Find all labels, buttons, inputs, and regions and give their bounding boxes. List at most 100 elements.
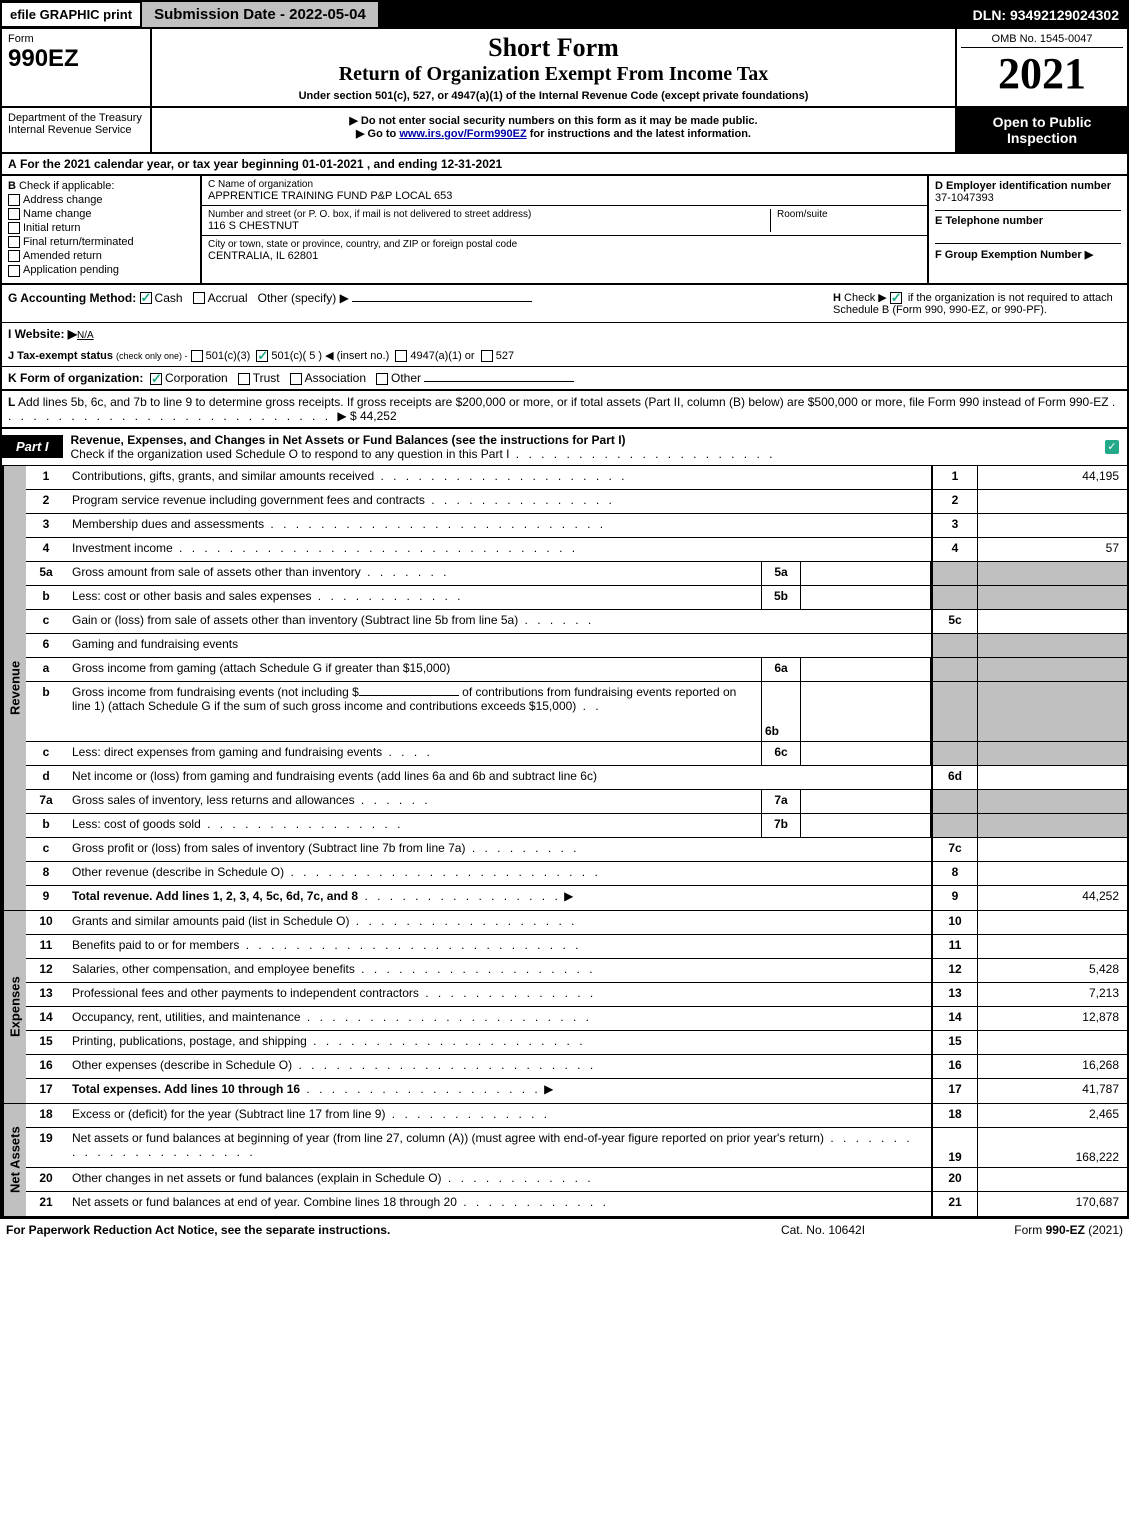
form-number: 990EZ bbox=[8, 45, 144, 73]
checkbox-4947-icon[interactable] bbox=[395, 350, 407, 362]
check-name-change: Name change bbox=[8, 208, 194, 220]
line-6a: aGross income from gaming (attach Schedu… bbox=[26, 658, 1127, 682]
line-7b: bLess: cost of goods sold . . . . . . . … bbox=[26, 814, 1127, 838]
line-12: 12Salaries, other compensation, and empl… bbox=[26, 959, 1127, 983]
checkbox-cash-icon[interactable] bbox=[140, 292, 152, 304]
org-name: APPRENTICE TRAINING FUND P&P LOCAL 653 bbox=[208, 190, 921, 202]
year-cell: OMB No. 1545-0047 2021 bbox=[957, 29, 1127, 106]
checkbox-icon[interactable] bbox=[8, 236, 20, 248]
section-h: H Check ▶ if the organization is not req… bbox=[827, 285, 1127, 322]
check-final-return: Final return/terminated bbox=[8, 236, 194, 248]
part-1-title: Revenue, Expenses, and Changes in Net As… bbox=[63, 429, 1097, 465]
line-6d: dNet income or (loss) from gaming and fu… bbox=[26, 766, 1127, 790]
instruction-2: ▶ Go to www.irs.gov/Form990EZ for instru… bbox=[158, 127, 949, 140]
dln-label: DLN: 93492129024302 bbox=[965, 3, 1127, 27]
efile-label: efile GRAPHIC print bbox=[2, 3, 140, 26]
check-address-change: Address change bbox=[8, 194, 194, 206]
checkbox-other-icon[interactable] bbox=[376, 373, 388, 385]
check-icon[interactable]: ✓ bbox=[1105, 440, 1119, 454]
page-footer: For Paperwork Reduction Act Notice, see … bbox=[0, 1218, 1129, 1241]
line-14: 14Occupancy, rent, utilities, and mainte… bbox=[26, 1007, 1127, 1031]
section-a: A For the 2021 calendar year, or tax yea… bbox=[0, 154, 1129, 176]
omb-number: OMB No. 1545-0047 bbox=[961, 33, 1123, 48]
section-j: J Tax-exempt status (check only one) - 5… bbox=[0, 345, 1129, 367]
checkbox-icon[interactable] bbox=[8, 194, 20, 206]
line-11: 11Benefits paid to or for members . . . … bbox=[26, 935, 1127, 959]
website-value: N/A bbox=[77, 330, 94, 341]
checkbox-icon[interactable] bbox=[8, 208, 20, 220]
checkbox-association-icon[interactable] bbox=[290, 373, 302, 385]
checkbox-501c-icon[interactable] bbox=[256, 350, 268, 362]
city-cell: City or town, state or province, country… bbox=[202, 236, 927, 265]
line-5a: 5aGross amount from sale of assets other… bbox=[26, 562, 1127, 586]
line-4-value: 57 bbox=[977, 538, 1127, 561]
group-exemption-label: F Group Exemption Number ▶ bbox=[935, 243, 1121, 261]
part-1-label: Part I bbox=[2, 435, 63, 458]
line-5c: cGain or (loss) from sale of assets othe… bbox=[26, 610, 1127, 634]
line-8-value bbox=[977, 862, 1127, 885]
line-16-value: 16,268 bbox=[977, 1055, 1127, 1078]
line-9-value: 44,252 bbox=[977, 886, 1127, 910]
line-1: 1Contributions, gifts, grants, and simil… bbox=[26, 466, 1127, 490]
sections-def: D Employer identification number 37-1047… bbox=[927, 176, 1127, 283]
department-label: Department of the Treasury Internal Reve… bbox=[2, 108, 152, 152]
line-8: 8Other revenue (describe in Schedule O) … bbox=[26, 862, 1127, 886]
line-6: 6Gaming and fundraising events bbox=[26, 634, 1127, 658]
line-20: 20Other changes in net assets or fund ba… bbox=[26, 1168, 1127, 1192]
header-row-1: Form 990EZ Short Form Return of Organiza… bbox=[0, 29, 1129, 108]
form-label: Form bbox=[8, 33, 144, 45]
line-3-value bbox=[977, 514, 1127, 537]
line-5b: bLess: cost or other basis and sales exp… bbox=[26, 586, 1127, 610]
line-14-value: 12,878 bbox=[977, 1007, 1127, 1030]
line-2-value bbox=[977, 490, 1127, 513]
line-16: 16Other expenses (describe in Schedule O… bbox=[26, 1055, 1127, 1079]
netassets-side-label: Net Assets bbox=[2, 1104, 26, 1216]
paperwork-notice: For Paperwork Reduction Act Notice, see … bbox=[6, 1223, 723, 1237]
line-6c: cLess: direct expenses from gaming and f… bbox=[26, 742, 1127, 766]
form-number-cell: Form 990EZ bbox=[2, 29, 152, 106]
line-5c-value bbox=[977, 610, 1127, 633]
revenue-side-label: Revenue bbox=[2, 466, 26, 910]
line-3: 3Membership dues and assessments . . . .… bbox=[26, 514, 1127, 538]
line-6d-value bbox=[977, 766, 1127, 789]
section-k: K Form of organization: Corporation Trus… bbox=[0, 367, 1129, 391]
expenses-side-label: Expenses bbox=[2, 911, 26, 1103]
line-12-value: 5,428 bbox=[977, 959, 1127, 982]
ein-label: D Employer identification number bbox=[935, 180, 1121, 192]
cat-number: Cat. No. 10642I bbox=[723, 1223, 923, 1237]
checkbox-trust-icon[interactable] bbox=[238, 373, 250, 385]
section-g: G Accounting Method: Cash Accrual Other … bbox=[2, 285, 827, 322]
street-cell: Number and street (or P. O. box, if mail… bbox=[202, 206, 927, 236]
line-17: 17Total expenses. Add lines 10 through 1… bbox=[26, 1079, 1127, 1103]
line-10-value bbox=[977, 911, 1127, 934]
city-state-zip: CENTRALIA, IL 62801 bbox=[208, 250, 921, 262]
checkbox-accrual-icon[interactable] bbox=[193, 292, 205, 304]
checkbox-corporation-icon[interactable] bbox=[150, 373, 162, 385]
checkbox-icon[interactable] bbox=[8, 250, 20, 262]
line-18-value: 2,465 bbox=[977, 1104, 1127, 1127]
section-l: L Add lines 5b, 6c, and 7b to line 9 to … bbox=[0, 391, 1129, 429]
header-row-2: Department of the Treasury Internal Reve… bbox=[0, 108, 1129, 154]
irs-link[interactable]: www.irs.gov/Form990EZ bbox=[399, 128, 526, 140]
subtitle: Under section 501(c), 527, or 4947(a)(1)… bbox=[160, 90, 947, 102]
part-1-table: Revenue 1Contributions, gifts, grants, a… bbox=[0, 466, 1129, 1218]
submission-date: Submission Date - 2022-05-04 bbox=[140, 2, 380, 27]
section-a-text: For the 2021 calendar year, or tax year … bbox=[20, 157, 502, 171]
part-1-header: Part I Revenue, Expenses, and Changes in… bbox=[0, 429, 1129, 466]
revenue-section: 1Contributions, gifts, grants, and simil… bbox=[26, 466, 1127, 910]
line-19-value: 168,222 bbox=[977, 1128, 1127, 1167]
check-amended-return: Amended return bbox=[8, 250, 194, 262]
telephone-label: E Telephone number bbox=[935, 210, 1121, 227]
line-21: 21Net assets or fund balances at end of … bbox=[26, 1192, 1127, 1216]
line-9: 9Total revenue. Add lines 1, 2, 3, 4, 5c… bbox=[26, 886, 1127, 910]
checkbox-schedule-b-icon[interactable] bbox=[890, 292, 902, 304]
sections-bcdef: B Check if applicable: Address change Na… bbox=[0, 176, 1129, 285]
expenses-section: 10Grants and similar amounts paid (list … bbox=[26, 911, 1127, 1103]
checkbox-527-icon[interactable] bbox=[481, 350, 493, 362]
line-15: 15Printing, publications, postage, and s… bbox=[26, 1031, 1127, 1055]
line-17-value: 41,787 bbox=[977, 1079, 1127, 1103]
short-form-title: Short Form bbox=[160, 33, 947, 63]
checkbox-icon[interactable] bbox=[8, 265, 20, 277]
checkbox-icon[interactable] bbox=[8, 222, 20, 234]
checkbox-501c3-icon[interactable] bbox=[191, 350, 203, 362]
